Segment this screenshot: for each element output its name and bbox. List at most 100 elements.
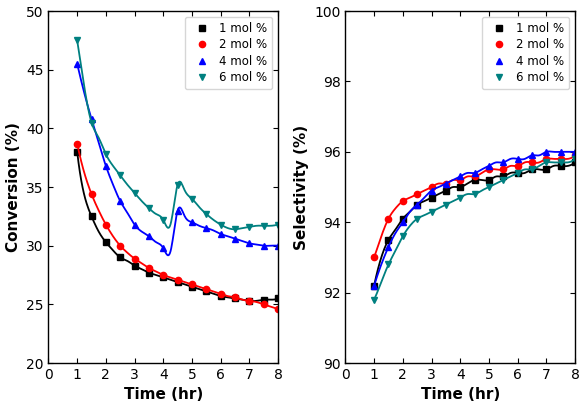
4 mol % (428, 188, 435, 193)
4 mol % (371, 283, 378, 288)
4 mol % (88, 117, 95, 122)
2 mol % (131, 256, 138, 261)
2 mol % (471, 174, 478, 179)
4 mol % (543, 149, 550, 154)
6 mol % (457, 195, 464, 200)
1 mol % (117, 255, 124, 260)
4 mol % (414, 202, 421, 207)
4 mol % (572, 149, 579, 154)
1 mol % (471, 177, 478, 182)
1 mol % (246, 298, 253, 303)
4 mol % (188, 220, 195, 225)
6 mol % (74, 38, 81, 43)
2 mol % (557, 156, 564, 161)
1 mol % (371, 283, 378, 288)
6 mol % (217, 222, 224, 227)
2 mol % (486, 167, 493, 172)
4 mol % (232, 236, 239, 241)
4 mol % (274, 243, 281, 248)
1 mol % (543, 167, 550, 172)
1 mol % (131, 263, 138, 268)
4 mol % (117, 199, 124, 204)
Y-axis label: Conversion (%): Conversion (%) (5, 122, 20, 252)
Line: 4 mol %: 4 mol % (74, 61, 281, 251)
2 mol % (246, 298, 253, 303)
1 mol % (428, 195, 435, 200)
6 mol % (160, 217, 167, 222)
1 mol % (557, 164, 564, 169)
1 mol % (217, 294, 224, 299)
2 mol % (572, 153, 579, 158)
2 mol % (260, 302, 267, 307)
4 mol % (400, 220, 407, 225)
6 mol % (117, 173, 124, 178)
6 mol % (428, 209, 435, 214)
6 mol % (371, 297, 378, 302)
4 mol % (131, 222, 138, 227)
6 mol % (174, 182, 181, 187)
Line: 2 mol %: 2 mol % (74, 140, 281, 312)
1 mol % (274, 296, 281, 301)
X-axis label: Time (hr): Time (hr) (123, 388, 203, 402)
1 mol % (457, 184, 464, 189)
6 mol % (486, 184, 493, 189)
2 mol % (146, 266, 153, 271)
1 mol % (514, 171, 521, 175)
4 mol % (442, 181, 449, 186)
6 mol % (232, 227, 239, 232)
2 mol % (203, 287, 210, 292)
2 mol % (514, 164, 521, 169)
4 mol % (246, 241, 253, 246)
2 mol % (232, 295, 239, 300)
4 mol % (385, 244, 392, 249)
Line: 4 mol %: 4 mol % (371, 149, 578, 289)
2 mol % (188, 282, 195, 287)
6 mol % (471, 192, 478, 197)
1 mol % (400, 216, 407, 221)
6 mol % (146, 206, 153, 211)
4 mol % (74, 61, 81, 66)
2 mol % (217, 291, 224, 296)
2 mol % (428, 184, 435, 189)
Line: 1 mol %: 1 mol % (74, 149, 281, 304)
6 mol % (88, 120, 95, 125)
2 mol % (442, 181, 449, 186)
6 mol % (274, 222, 281, 227)
2 mol % (385, 216, 392, 221)
Line: 1 mol %: 1 mol % (371, 159, 578, 289)
6 mol % (102, 152, 109, 157)
4 mol % (528, 153, 535, 158)
Y-axis label: Selectivity (%): Selectivity (%) (294, 124, 309, 250)
1 mol % (500, 174, 507, 179)
1 mol % (174, 279, 181, 284)
Line: 6 mol %: 6 mol % (371, 156, 578, 303)
2 mol % (117, 243, 124, 248)
6 mol % (528, 167, 535, 172)
4 mol % (160, 246, 167, 251)
1 mol % (74, 149, 81, 154)
6 mol % (572, 156, 579, 161)
4 mol % (457, 174, 464, 179)
2 mol % (74, 141, 81, 146)
1 mol % (572, 160, 579, 165)
4 mol % (146, 234, 153, 239)
4 mol % (260, 243, 267, 248)
4 mol % (471, 171, 478, 175)
6 mol % (500, 177, 507, 182)
2 mol % (500, 167, 507, 172)
4 mol % (174, 208, 181, 213)
4 mol % (500, 160, 507, 165)
6 mol % (188, 196, 195, 201)
1 mol % (385, 237, 392, 242)
6 mol % (131, 191, 138, 195)
2 mol % (102, 222, 109, 227)
1 mol % (146, 270, 153, 275)
4 mol % (102, 164, 109, 169)
1 mol % (414, 202, 421, 207)
1 mol % (528, 167, 535, 172)
6 mol % (543, 160, 550, 165)
6 mol % (246, 224, 253, 229)
6 mol % (260, 223, 267, 228)
1 mol % (203, 289, 210, 294)
4 mol % (486, 164, 493, 169)
